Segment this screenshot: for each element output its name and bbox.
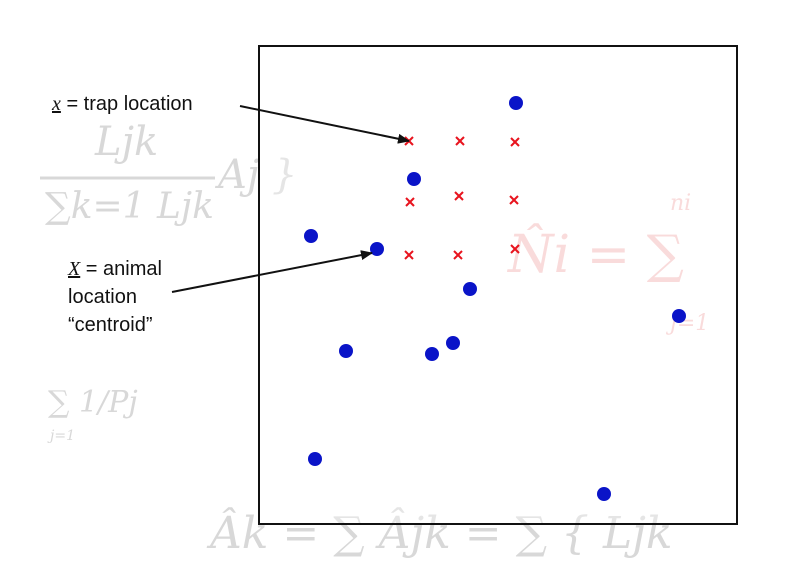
animal-label-line1: X = animal	[67, 258, 162, 280]
trap-marker	[454, 191, 464, 201]
formula-right-superscript: ni	[670, 191, 691, 216]
animal-dots	[304, 96, 686, 501]
animal-dot	[339, 344, 353, 358]
trap-label-text: = trap location	[61, 93, 193, 115]
trap-marker	[509, 195, 519, 205]
trap-marker	[510, 244, 520, 254]
animal-dot	[370, 242, 384, 256]
trap-marker	[404, 250, 414, 260]
plot-frame	[258, 45, 738, 525]
trap-arrow	[239, 105, 410, 144]
animal-label-line2: location	[68, 286, 137, 308]
animal-dot	[446, 336, 460, 350]
animal-dot	[304, 229, 318, 243]
animal-dot	[509, 96, 523, 110]
formula-left-numerator: Ljk	[94, 119, 158, 165]
animal-dot	[407, 172, 421, 186]
animal-dot	[597, 487, 611, 501]
trap-marker	[453, 250, 463, 260]
trap-marker	[510, 137, 520, 147]
formula-left-denominator: ∑k=1 Ljk	[45, 186, 214, 227]
trap-marker	[405, 197, 415, 207]
formula-sum-reciprocal-sub: j=1	[47, 428, 75, 444]
animal-dot	[463, 282, 477, 296]
animal-dot	[425, 347, 439, 361]
background-formulas: Ljk ∑k=1 Ljk Aj } N̂i = ∑ ni j=1 ∑ 1/Pj …	[40, 119, 709, 559]
animal-label-line3: “centroid”	[68, 314, 152, 336]
animal-label-text: = animal	[80, 258, 162, 280]
animal-symbol: X	[67, 258, 81, 280]
trap-symbol: x	[51, 93, 61, 115]
trap-marker	[455, 136, 465, 146]
animal-dot	[672, 309, 686, 323]
formula-sum-reciprocal: ∑ 1/Pj	[48, 385, 138, 420]
formula-right: N̂i = ∑	[506, 224, 684, 285]
formula-left-factor: Aj }	[214, 152, 297, 198]
animal-dot	[308, 452, 322, 466]
animal-arrow	[171, 250, 373, 293]
formula-bottom: Âk = ∑ Âjk = ∑ { Ljk	[206, 506, 673, 559]
trap-label: x = trap location	[51, 93, 193, 115]
trap-grid	[404, 136, 520, 260]
